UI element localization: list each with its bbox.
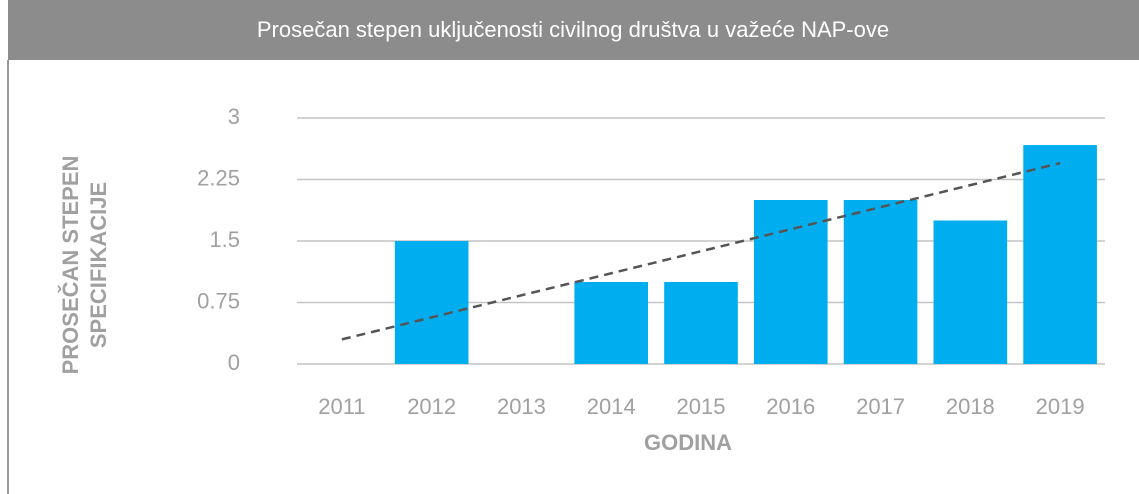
y-tick-label: 0	[228, 350, 240, 375]
bar	[574, 282, 649, 364]
title-banner	[8, 0, 1139, 60]
x-tick-label: 2015	[677, 394, 726, 419]
x-tick-label: 2011	[318, 394, 365, 419]
bar	[664, 282, 738, 364]
x-tick-label: 2013	[497, 394, 546, 419]
x-tick-label: 2017	[856, 394, 905, 419]
x-tick-label: 2014	[587, 394, 636, 419]
y-tick-label: 0.75	[197, 288, 240, 313]
bar	[843, 200, 918, 364]
y-tick-label: 3	[228, 104, 240, 129]
x-axis-title: GODINA	[644, 430, 732, 455]
chart-title: Prosečan stepen uključenosti civilnog dr…	[257, 17, 889, 42]
y-tick-label: 2.25	[197, 165, 240, 190]
bar	[1023, 145, 1097, 364]
bar	[933, 220, 1008, 364]
bar	[753, 200, 828, 364]
bar	[394, 241, 469, 364]
x-tick-label: 2016	[766, 394, 815, 419]
x-tick-label: 2012	[407, 394, 456, 419]
x-tick-label: 2019	[1036, 394, 1085, 419]
y-axis-title: PROSEČAN STEPEN	[58, 156, 83, 375]
x-tick-label: 2018	[946, 394, 995, 419]
y-tick-label: 1.5	[209, 227, 240, 252]
trendline	[341, 161, 1061, 341]
y-axis-title: SPECIFIKACIJE	[86, 182, 111, 348]
